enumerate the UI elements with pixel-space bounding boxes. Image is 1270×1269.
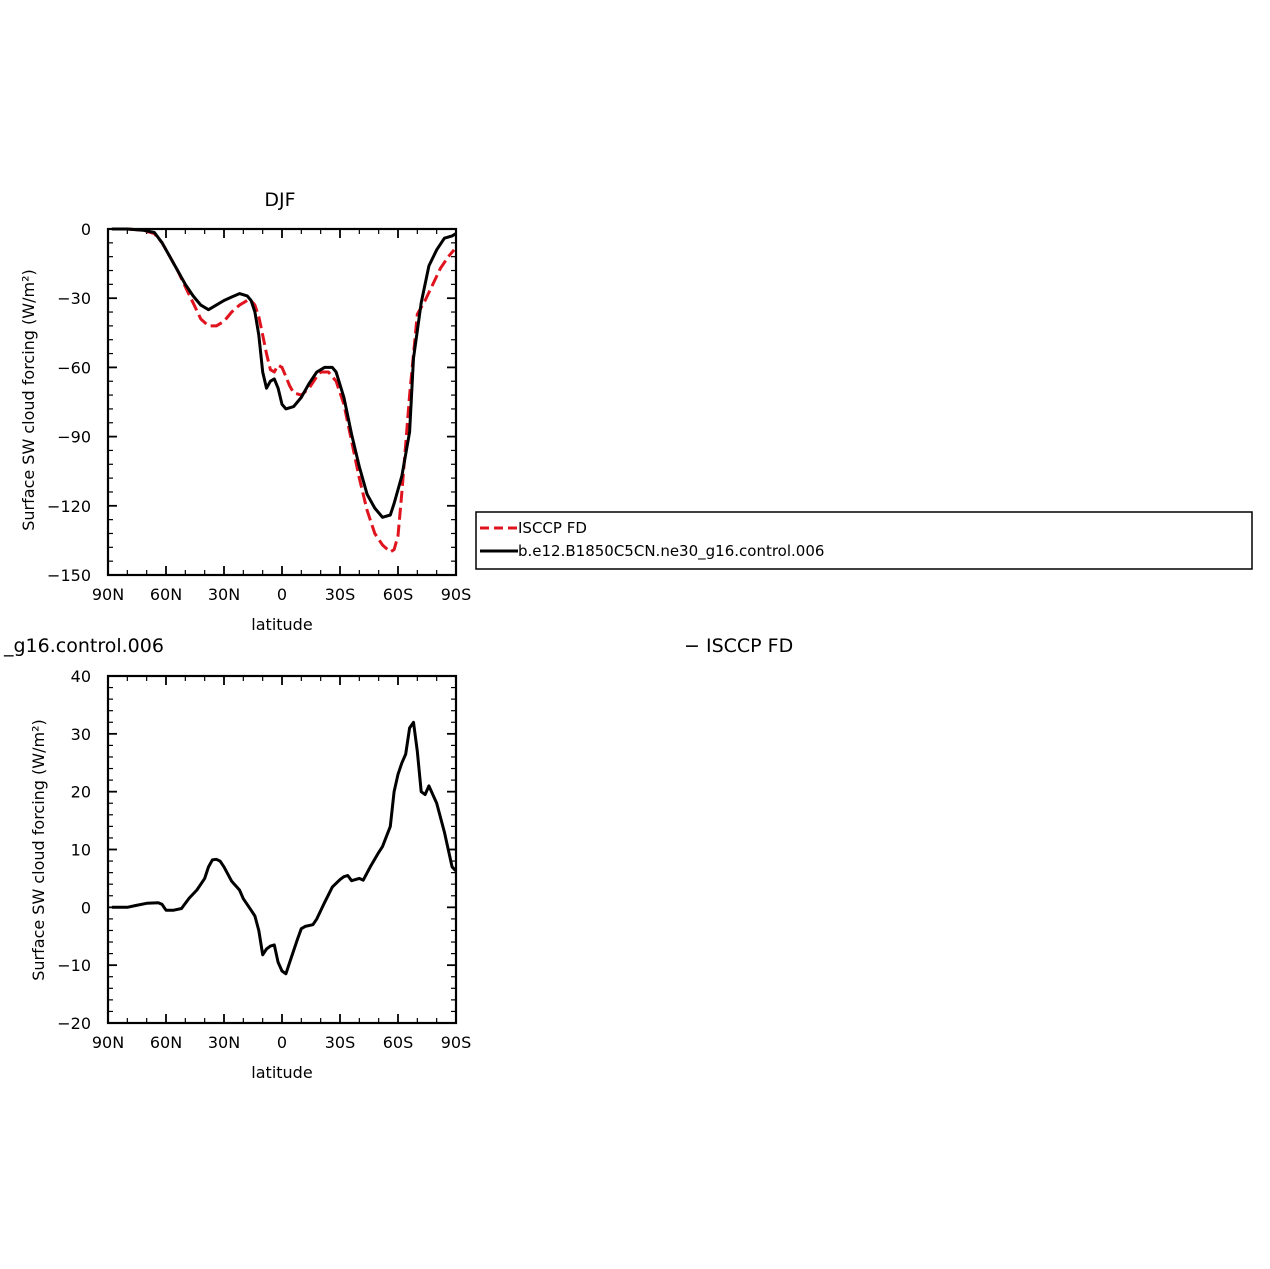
- series-line-1: [111, 227, 457, 519]
- plot-frame: [106, 227, 458, 577]
- y-tick-label: 0: [81, 220, 91, 239]
- x-tick-label: 90N: [92, 585, 124, 604]
- y-tick-label: −90: [57, 428, 91, 447]
- chart-title-left: _g16.control.006: [3, 635, 164, 657]
- legend-box: [475, 511, 1253, 570]
- x-tick-label: 90N: [92, 1033, 124, 1052]
- y-tick-label: −120: [47, 497, 91, 516]
- x-tick-label: 90S: [441, 585, 472, 604]
- y-tick-label: 30: [71, 725, 91, 744]
- x-tick-label: 60S: [383, 585, 414, 604]
- y-tick-label: −20: [57, 1014, 91, 1033]
- y-axis-label: Surface SW cloud forcing (W/m²): [19, 269, 38, 530]
- x-axis-label: latitude: [251, 615, 312, 634]
- x-tick-label: 60S: [383, 1033, 414, 1052]
- x-tick-label: 30S: [325, 585, 356, 604]
- x-tick-label: 0: [277, 585, 287, 604]
- y-tick-label: 20: [71, 783, 91, 802]
- y-axis-label: Surface SW cloud forcing (W/m²): [29, 719, 48, 980]
- series-line-0: [111, 720, 458, 976]
- y-tick-label: −30: [57, 289, 91, 308]
- legend-label-model: b.e12.B1850C5CN.ne30_g16.control.006: [518, 542, 824, 561]
- series-line-0: [111, 227, 456, 554]
- x-axis-label: latitude: [251, 1063, 312, 1082]
- chart-panel-djf: DJF Surface SW cloud forcing (W/m²) lati…: [19, 189, 471, 634]
- x-tick-label: 90S: [441, 1033, 472, 1052]
- chart-title-right: − ISCCP FD: [684, 635, 793, 657]
- legend: ISCCP FD b.e12.B1850C5CN.ne30_g16.contro…: [475, 511, 1253, 570]
- y-tick-label: −10: [57, 956, 91, 975]
- x-tick-label: 60N: [150, 585, 182, 604]
- x-tick-label: 60N: [150, 1033, 182, 1052]
- y-tick-label: −60: [57, 358, 91, 377]
- y-tick-label: 40: [71, 667, 91, 686]
- x-tick-label: 30N: [208, 585, 240, 604]
- y-tick-label: 0: [81, 898, 91, 917]
- y-tick-label: −150: [47, 566, 91, 585]
- x-tick-label: 30N: [208, 1033, 240, 1052]
- y-tick-label: 10: [71, 841, 91, 860]
- chart-title: DJF: [264, 189, 295, 211]
- x-tick-label: 30S: [325, 1033, 356, 1052]
- plot-frame: [106, 674, 458, 1025]
- chart-panel-difference: _g16.control.006 − ISCCP FD Surface SW c…: [3, 635, 793, 1082]
- legend-label-isccp: ISCCP FD: [518, 519, 587, 537]
- x-tick-label: 0: [277, 1033, 287, 1052]
